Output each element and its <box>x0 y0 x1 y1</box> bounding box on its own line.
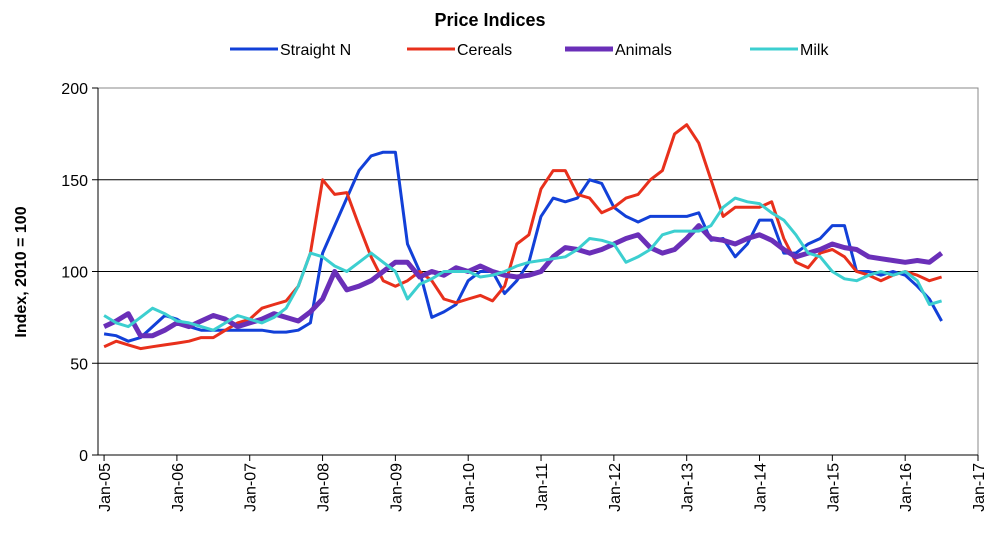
x-tick-label: Jan-11 <box>534 463 551 511</box>
y-tick-label: 0 <box>79 448 88 465</box>
chart-title: Price Indices <box>434 10 545 30</box>
x-tick-label: Jan-07 <box>243 463 260 512</box>
y-tick-label: 200 <box>61 81 88 98</box>
series-line <box>103 196 943 332</box>
legend-label: Animals <box>615 42 672 59</box>
y-tick-label: 100 <box>61 265 88 282</box>
x-tick-label: Jan-14 <box>753 463 770 512</box>
series-line <box>103 223 944 339</box>
x-tick-label: Jan-16 <box>898 463 915 512</box>
x-tick-label: Jan-10 <box>461 463 478 512</box>
y-axis-label: Index, 2010 = 100 <box>13 206 30 337</box>
x-tick-label: Jan-12 <box>607 463 624 512</box>
legend-label: Straight N <box>280 42 351 59</box>
x-tick-label: Jan-17 <box>971 463 986 512</box>
legend-label: Milk <box>800 42 829 59</box>
series-line <box>103 150 943 343</box>
x-tick-label: Jan-06 <box>170 463 187 512</box>
x-tick-label: Jan-13 <box>680 463 697 512</box>
x-tick-label: Jan-08 <box>316 463 333 512</box>
y-tick-label: 50 <box>70 356 88 373</box>
x-tick-label: Jan-05 <box>97 463 114 512</box>
legend-label: Cereals <box>457 42 512 59</box>
y-tick-label: 150 <box>61 173 88 190</box>
x-tick-label: Jan-09 <box>388 463 405 512</box>
series-line <box>103 123 943 351</box>
x-tick-label: Jan-15 <box>825 463 842 512</box>
